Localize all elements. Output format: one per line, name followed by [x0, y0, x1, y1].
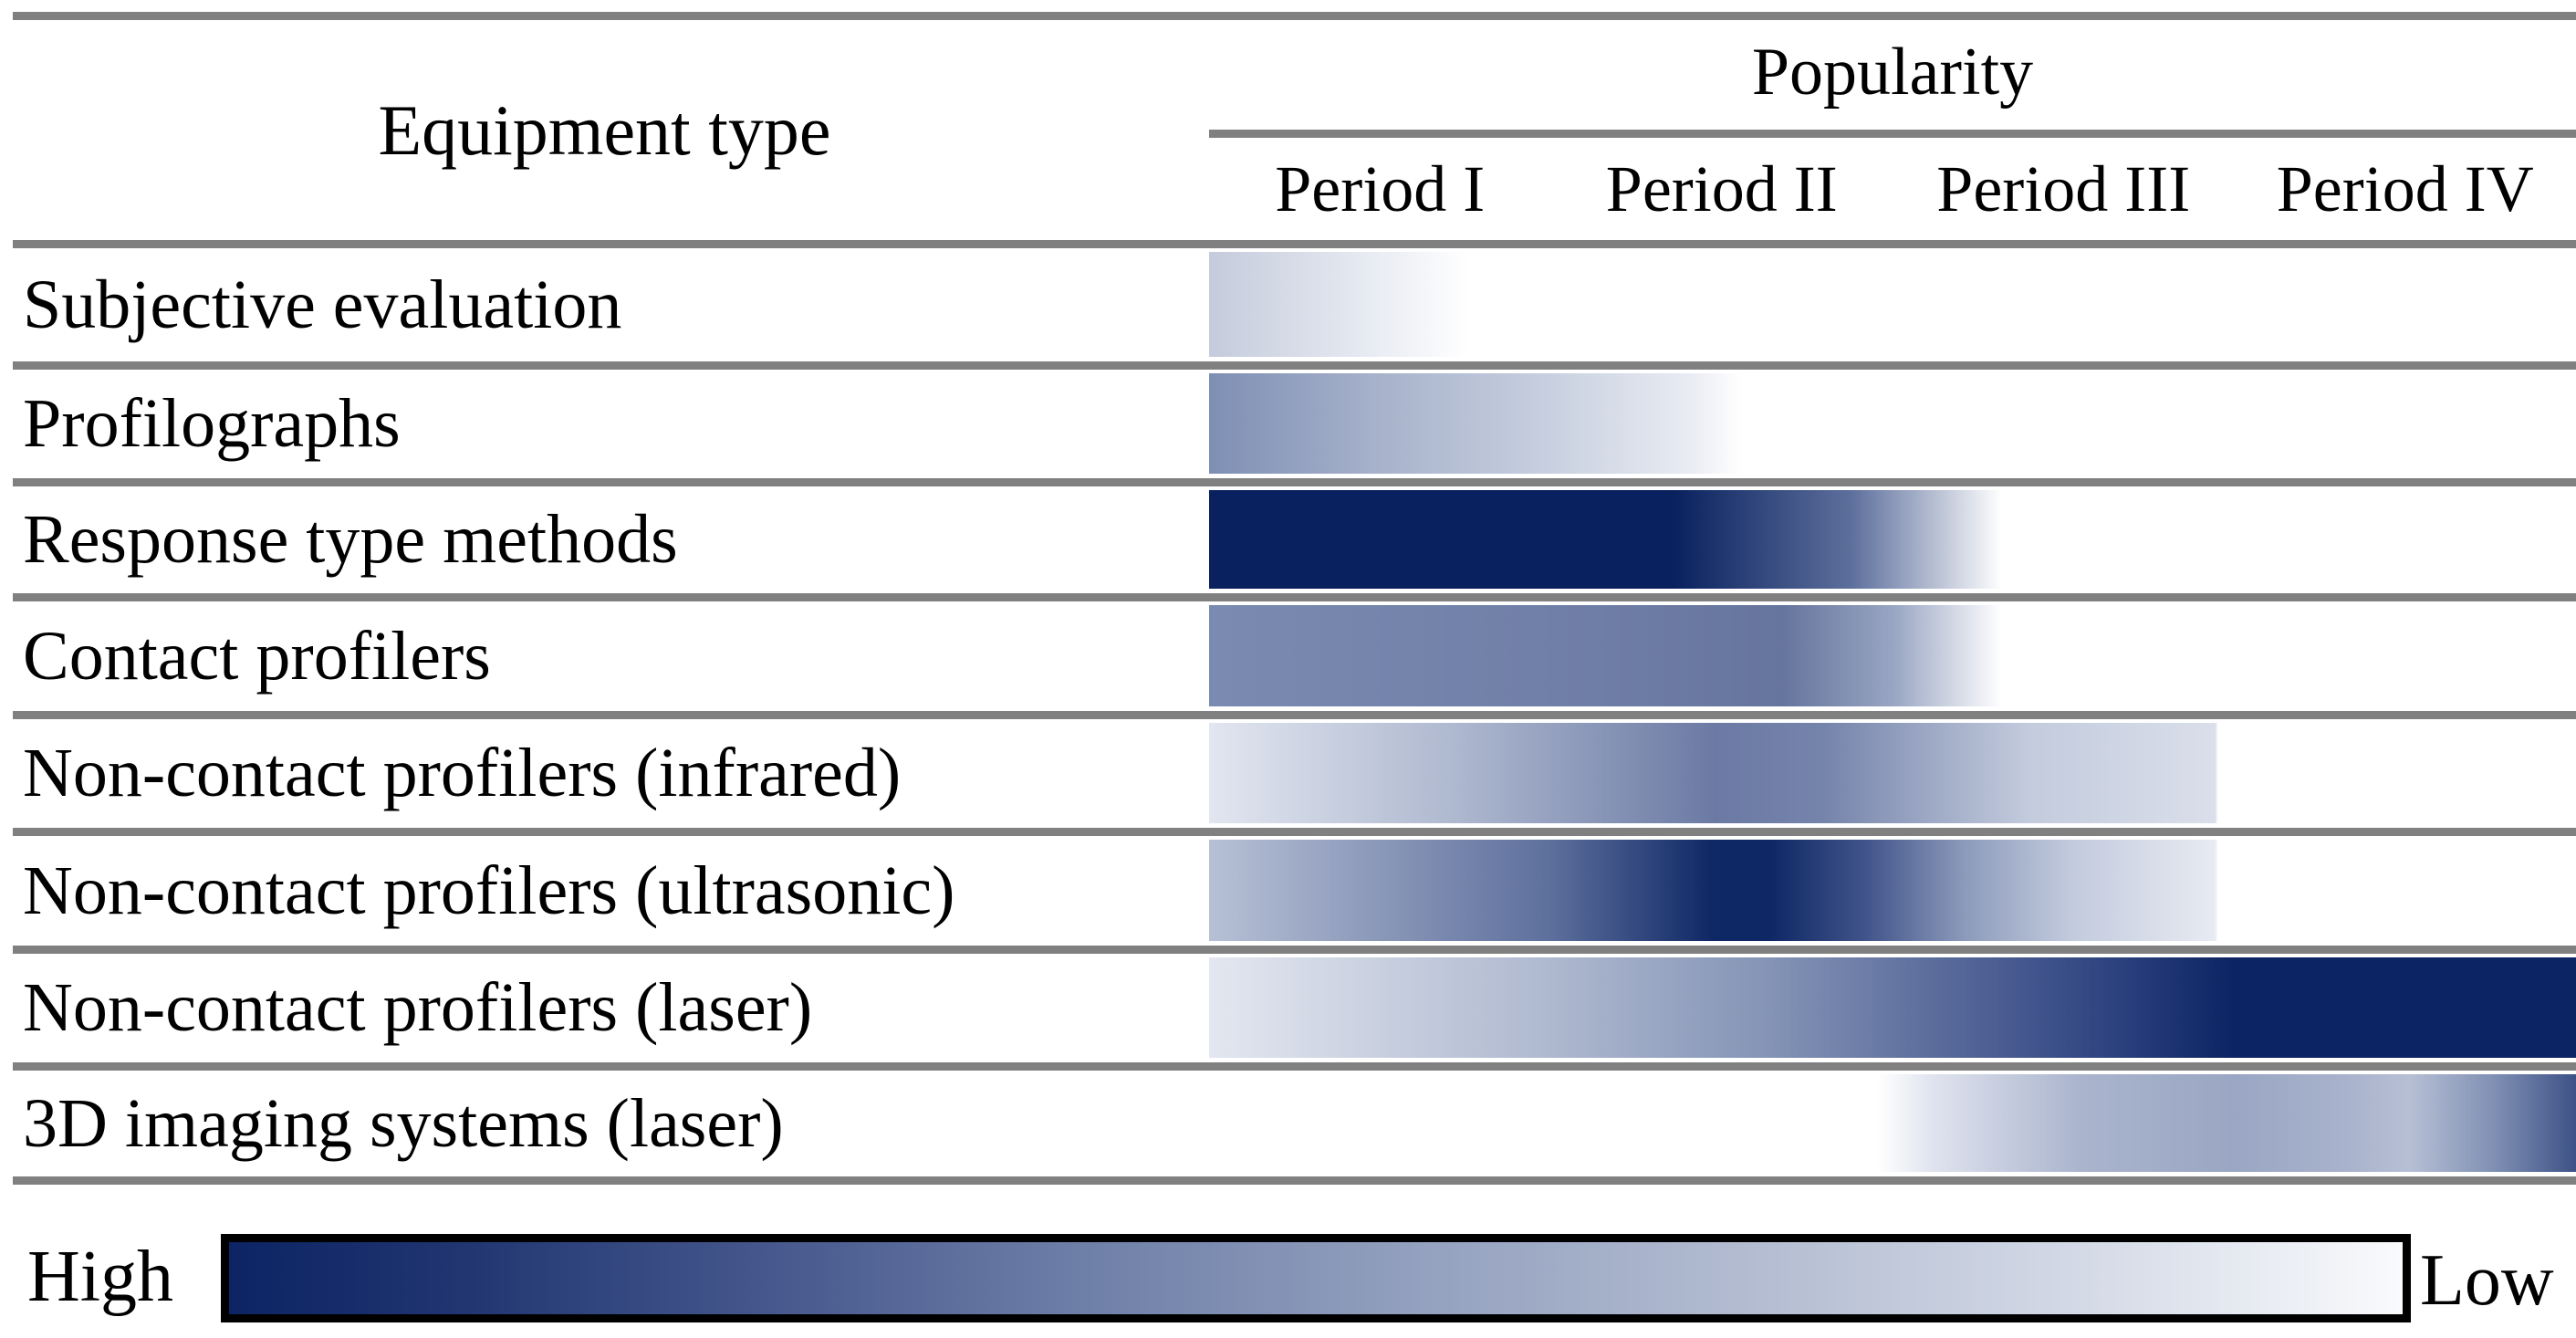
row-separator-2 [13, 478, 2576, 486]
period-2-header: Period II [1605, 152, 1838, 225]
row-separator-1 [13, 361, 2576, 370]
popularity-bar-contact-profilers [1209, 605, 2576, 706]
row-separator-4 [13, 711, 2576, 719]
row-label-3d-imaging-systems-laser: 3D imaging systems (laser) [23, 1084, 784, 1162]
table-row: Non-contact profilers (infrared) [0, 719, 2576, 828]
row-label-subjective-evaluation: Subjective evaluation [23, 266, 622, 343]
popularity-header: Popularity [1751, 34, 2034, 110]
popularity-bar-profilographs [1209, 373, 2576, 474]
row-label-contact-profilers: Contact profilers [23, 617, 491, 695]
popularity-bar-response-type-methods [1209, 490, 2576, 589]
table-row: Non-contact profilers (ultrasonic) [0, 836, 2576, 946]
row-separator-3 [13, 593, 2576, 601]
period-3-header: Period III [1936, 152, 2191, 225]
table-row: Non-contact profilers (laser) [0, 954, 2576, 1062]
legend-gradient-bar [221, 1234, 2411, 1322]
row-label-profilographs: Profilographs [23, 385, 401, 462]
legend-high-label: High [27, 1236, 173, 1317]
table-row: Subjective evaluation [0, 248, 2576, 361]
table-row: Contact profilers [0, 601, 2576, 711]
row-label-non-contact-profilers-infrared: Non-contact profilers (infrared) [23, 735, 902, 811]
header-bottom-rule [13, 240, 2576, 248]
table-top-rule [13, 12, 2576, 20]
table-row: 3D imaging systems (laser) [0, 1071, 2576, 1176]
popularity-bar-non-contact-profilers-ultrasonic [1209, 840, 2576, 941]
row-separator-7 [13, 1062, 2576, 1071]
popularity-underline-rule [1209, 130, 2576, 138]
period-1-header: Period I [1275, 152, 1486, 225]
equipment-type-header: Equipment type [378, 89, 831, 170]
table-bottom-rule [13, 1176, 2576, 1185]
popularity-bar-non-contact-profilers-infrared [1209, 723, 2576, 823]
row-separator-5 [13, 828, 2576, 836]
table-row: Response type methods [0, 486, 2576, 593]
table-row: Profilographs [0, 370, 2576, 478]
row-label-non-contact-profilers-laser: Non-contact profilers (laser) [23, 969, 813, 1046]
popularity-bar-3d-imaging-systems-laser [1209, 1074, 2576, 1172]
period-4-header: Period IV [2276, 152, 2534, 225]
popularity-bar-subjective-evaluation [1209, 252, 2576, 357]
popularity-bar-non-contact-profilers-laser [1209, 957, 2576, 1058]
period-header-row: Period I Period II Period III Period IV [1209, 138, 2576, 240]
row-label-non-contact-profilers-ultrasonic: Non-contact profilers (ultrasonic) [23, 852, 955, 929]
row-separator-6 [13, 946, 2576, 954]
legend-low-label: Low [2420, 1239, 2554, 1321]
row-label-response-type-methods: Response type methods [23, 501, 678, 578]
